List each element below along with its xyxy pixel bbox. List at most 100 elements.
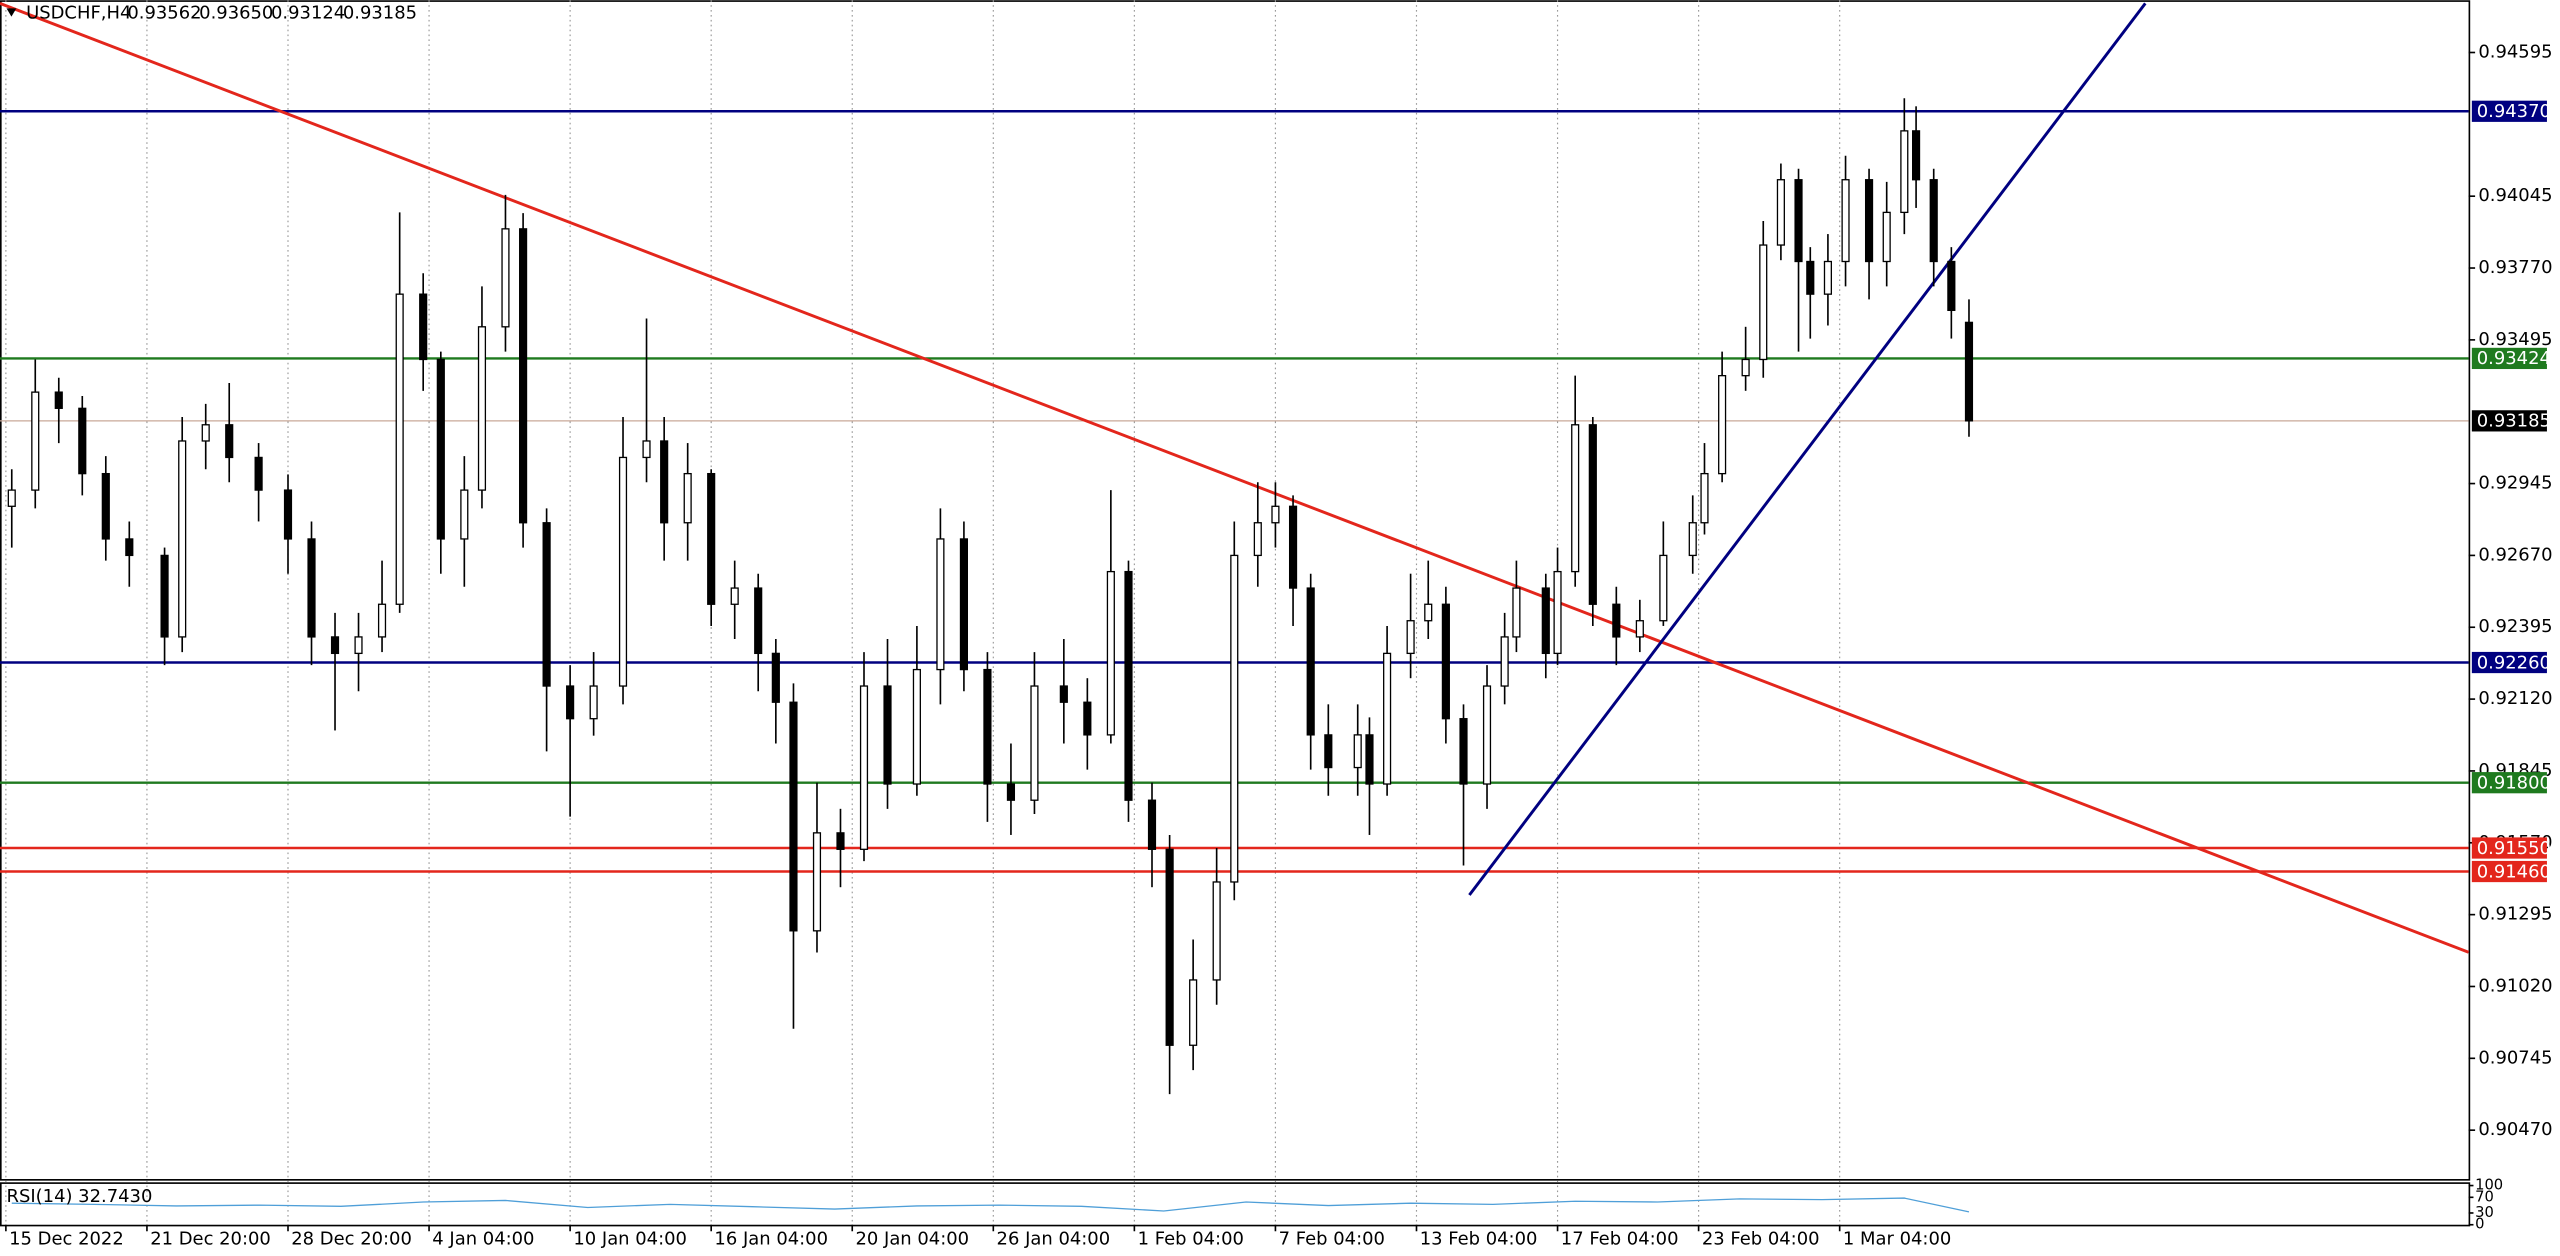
candle-body [1929, 179, 1938, 263]
candle-body [1806, 260, 1815, 295]
level-label-bg [2471, 347, 2547, 370]
candle-body [178, 440, 187, 638]
candle-body [1841, 179, 1850, 263]
level-label-bg [2471, 860, 2547, 883]
y-tick-label: 0.90745 [2478, 1047, 2552, 1068]
symbol: USDCHF,H4 [26, 2, 131, 23]
candle-body [789, 701, 798, 932]
level-label-bg [2471, 837, 2547, 859]
candle-body [812, 832, 822, 932]
y-tick-label: 0.93770 [2478, 257, 2552, 278]
candle-body [542, 522, 551, 687]
candle-body [1659, 554, 1668, 622]
y-tick-label: 0.91020 [2478, 975, 2552, 996]
candles [7, 98, 1974, 1095]
candle-body [1912, 130, 1921, 181]
candle-body [201, 424, 210, 442]
level-label: 0.93424 [2477, 348, 2551, 369]
candle-body [1635, 620, 1644, 638]
y-tick-label: 0.92945 [2478, 473, 2552, 494]
candle-body [1718, 375, 1727, 475]
candle-body [1365, 734, 1374, 785]
quote-close: 0.93185 [343, 2, 417, 23]
candle-body [1406, 620, 1415, 655]
level-label-bg [2471, 772, 2547, 794]
candle-body [589, 685, 598, 720]
x-tick-label: 13 Feb 04:00 [1420, 1228, 1538, 1249]
x-tick-label: 23 Feb 04:00 [1702, 1228, 1820, 1249]
candle-body [1106, 570, 1115, 736]
y-tick-label: 0.93495 [2478, 329, 2552, 350]
y-tick-label: 0.92670 [2478, 544, 2552, 565]
rsi-label: RSI(14) 32.7430 [7, 1186, 153, 1207]
candle-body [1030, 685, 1039, 801]
candle-body [859, 685, 869, 850]
candle-body [1759, 244, 1768, 361]
candle-body [771, 652, 780, 703]
level-label-bg [2471, 100, 2547, 122]
candle-body [1500, 636, 1509, 687]
candle-body [959, 538, 968, 671]
axis: 0.94595 0.94045 0.93770 0.93495 0.92945 0.926… [5, 41, 2553, 1249]
candle-body [1571, 424, 1580, 573]
level-label: 0.94370 [2477, 101, 2551, 122]
candle-body [1165, 848, 1174, 1046]
level-label: 0.91550 [2477, 838, 2551, 859]
candle-body [283, 489, 293, 540]
level-label: 0.91460 [2477, 861, 2551, 882]
candle-body [1253, 522, 1262, 557]
level-label-bg [2471, 651, 2547, 674]
candle-body [1541, 587, 1550, 655]
candle-body [436, 358, 445, 540]
candle-body [330, 636, 340, 655]
x-tick-label: 10 Jan 04:00 [573, 1228, 687, 1249]
quote-high: 0.93650 [199, 2, 273, 23]
candle-body [125, 538, 134, 557]
candle-body [912, 668, 921, 785]
candle-body [642, 440, 651, 459]
y-tick-label: 0.94595 [2478, 41, 2552, 62]
candle-body [1741, 358, 1750, 377]
rsi-line [11, 1197, 1970, 1213]
candle-body [1006, 783, 1016, 801]
candle-body [1553, 570, 1562, 655]
candle-body [1900, 130, 1909, 214]
candle-body [354, 636, 363, 655]
x-tick-label: 1 Feb 04:00 [1138, 1228, 1244, 1249]
candle-body [31, 391, 40, 491]
level-label: 0.91800 [2477, 773, 2551, 794]
candle-body [1059, 685, 1068, 703]
candle-body [1124, 570, 1133, 801]
x-tick-label: 28 Dec 20:00 [291, 1228, 412, 1249]
candle-body [566, 685, 575, 720]
y-tick-label: 0.90470 [2478, 1119, 2552, 1140]
candle-body [936, 538, 945, 671]
rsi-tick-label: 30 [2475, 1204, 2494, 1221]
candle-body [1424, 603, 1433, 622]
candle-body [1882, 211, 1891, 263]
candle-body [1864, 179, 1874, 263]
menu-arrow [6, 8, 17, 17]
candle-body [1612, 603, 1621, 638]
candle-body [160, 554, 169, 638]
candle-body [54, 391, 63, 409]
quote-open: 0.93562 [127, 2, 201, 23]
candle-body [377, 603, 387, 638]
x-tick-label: 26 Jan 04:00 [997, 1228, 1111, 1249]
plot-frame [0, 0, 2471, 1181]
candle-body [78, 407, 87, 475]
x-tick-label: 7 Feb 04:00 [1279, 1228, 1385, 1249]
x-tick-label: 20 Jan 04:00 [856, 1228, 970, 1249]
candle-body [660, 440, 669, 524]
candle-body [1189, 979, 1198, 1046]
rsi-tick-label: 70 [2475, 1188, 2494, 1205]
candle-body [618, 456, 628, 687]
candle-body [1688, 522, 1697, 557]
candle-body [683, 472, 692, 524]
candle-body [519, 228, 528, 524]
candle-body [836, 832, 845, 850]
grid [5, 0, 1841, 1225]
price-label-bg [2471, 410, 2547, 432]
